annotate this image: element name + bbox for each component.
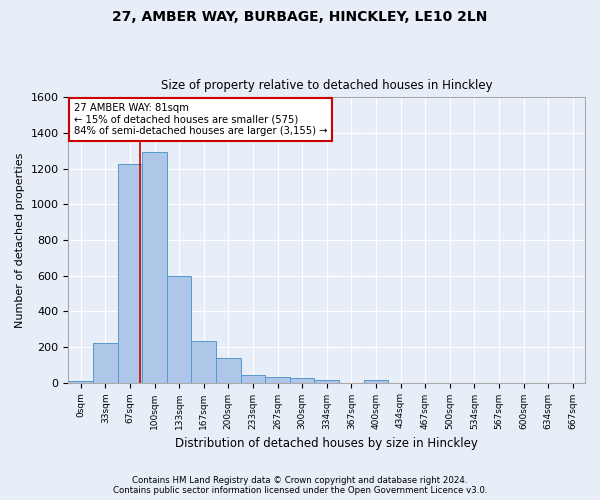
Bar: [68, 381, 93, 382]
Text: 27, AMBER WAY, BURBAGE, HINCKLEY, LE10 2LN: 27, AMBER WAY, BURBAGE, HINCKLEY, LE10 2…: [112, 10, 488, 24]
Bar: [142, 152, 167, 382]
Text: Contains HM Land Registry data © Crown copyright and database right 2024.
Contai: Contains HM Land Registry data © Crown c…: [113, 476, 487, 495]
Bar: [191, 340, 216, 382]
Bar: [241, 374, 265, 382]
Bar: [118, 164, 142, 382]
Bar: [167, 276, 191, 382]
Bar: [93, 344, 118, 382]
Text: 27 AMBER WAY: 81sqm
← 15% of detached houses are smaller (575)
84% of semi-detac: 27 AMBER WAY: 81sqm ← 15% of detached ho…: [74, 103, 327, 136]
Y-axis label: Number of detached properties: Number of detached properties: [15, 152, 25, 328]
X-axis label: Distribution of detached houses by size in Hinckley: Distribution of detached houses by size …: [175, 437, 478, 450]
Bar: [314, 380, 339, 382]
Title: Size of property relative to detached houses in Hinckley: Size of property relative to detached ho…: [161, 79, 493, 92]
Bar: [265, 377, 290, 382]
Bar: [290, 378, 314, 382]
Bar: [216, 358, 241, 382]
Bar: [364, 380, 388, 382]
